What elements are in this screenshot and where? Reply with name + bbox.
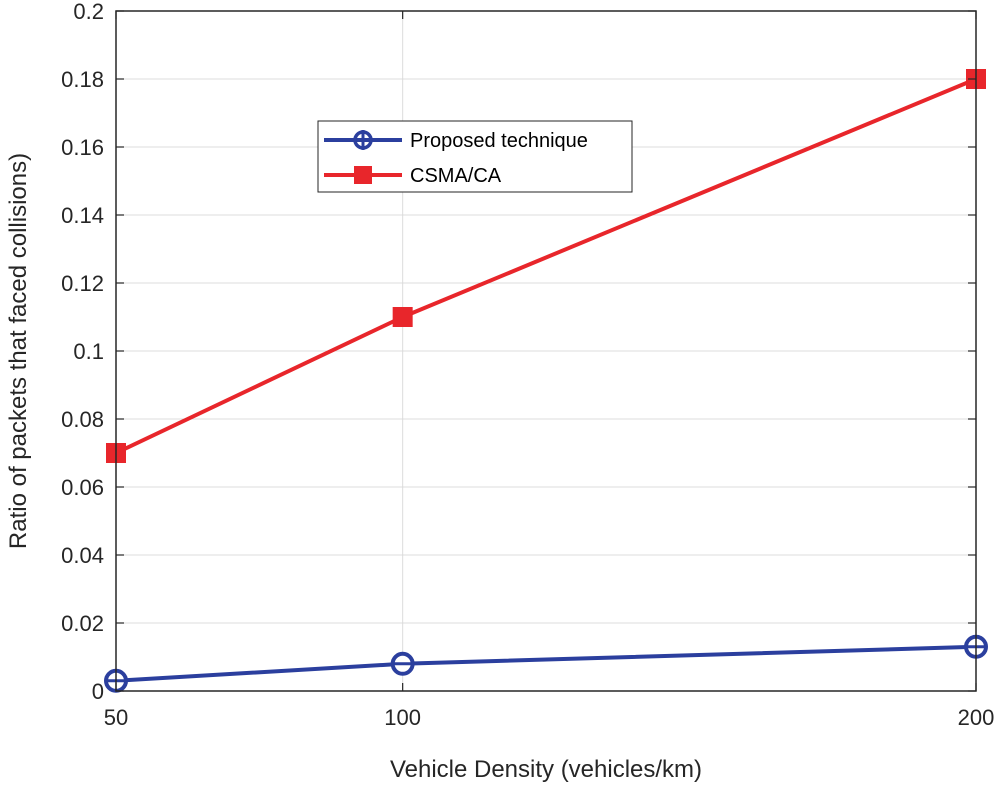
y-tick-label: 0 <box>92 679 104 704</box>
y-tick-label: 0.06 <box>61 475 104 500</box>
x-axis-ticks: 50 100 200 <box>104 11 995 730</box>
legend-label-proposed: Proposed technique <box>410 130 588 152</box>
legend-marker-csma <box>354 166 372 184</box>
y-tick-label: 0.14 <box>61 203 104 228</box>
y-tick-label: 0.18 <box>61 67 104 92</box>
legend: Proposed technique CSMA/CA <box>317 120 633 193</box>
y-tick-label: 0.04 <box>61 543 104 568</box>
y-tick-label: 0.1 <box>73 339 104 364</box>
y-tick-label: 0.16 <box>61 135 104 160</box>
y-tick-label: 0.12 <box>61 271 104 296</box>
x-tick-label: 50 <box>104 705 128 730</box>
legend-item-proposed: Proposed technique <box>324 130 588 152</box>
legend-label-csma: CSMA/CA <box>410 165 502 187</box>
x-tick-label: 200 <box>958 705 995 730</box>
legend-item-csma: CSMA/CA <box>324 165 502 187</box>
x-axis-label: Vehicle Density (vehicles/km) <box>390 756 702 783</box>
y-tick-label: 0.2 <box>73 0 104 24</box>
data-point-csma <box>392 307 413 327</box>
y-axis-ticks: 0 0.02 0.04 0.06 0.08 0.1 0.12 0.14 0.16 0.18 0.2 <box>61 0 976 704</box>
y-tick-label: 0.08 <box>61 407 104 432</box>
y-tick-label: 0.02 <box>61 611 104 636</box>
y-axis-label: Ratio of packets that faced collisions) <box>5 153 32 549</box>
x-tick-label: 100 <box>384 705 421 730</box>
series-layer <box>104 69 988 693</box>
